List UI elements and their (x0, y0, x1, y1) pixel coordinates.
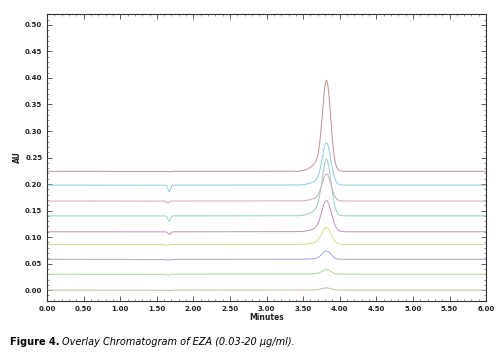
X-axis label: Minutes: Minutes (249, 313, 284, 322)
Text: Overlay Chromatogram of EZA (0.03-20 μg/ml).: Overlay Chromatogram of EZA (0.03-20 μg/… (62, 337, 295, 347)
Text: Figure 4.: Figure 4. (10, 337, 60, 347)
Y-axis label: AU: AU (13, 151, 22, 164)
